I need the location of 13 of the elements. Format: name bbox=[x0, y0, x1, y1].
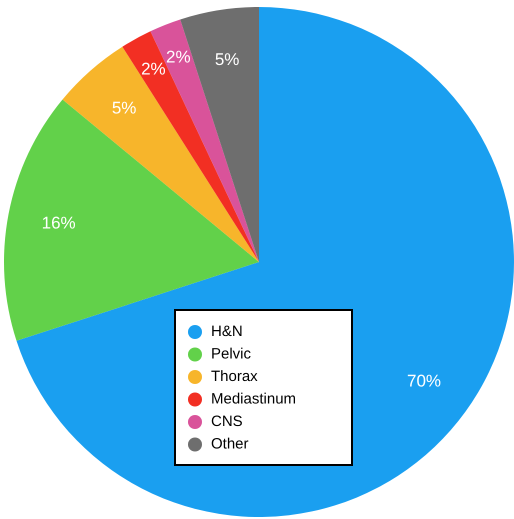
data-label: 2% bbox=[141, 59, 166, 78]
data-label: 5% bbox=[214, 50, 240, 69]
legend-label: CNS bbox=[211, 412, 243, 430]
data-label: 2% bbox=[166, 48, 191, 67]
legend-label: Mediastinum bbox=[211, 390, 296, 408]
legend-label: Other bbox=[211, 435, 249, 452]
data-label: 16% bbox=[42, 213, 76, 232]
data-label: 70% bbox=[407, 371, 442, 390]
legend-label: Thorax bbox=[211, 368, 258, 385]
data-label: 5% bbox=[112, 98, 136, 118]
pie-slice bbox=[4, 99, 259, 341]
legend-label: Pelvic bbox=[211, 345, 252, 362]
legend-label: H&N bbox=[211, 322, 243, 340]
